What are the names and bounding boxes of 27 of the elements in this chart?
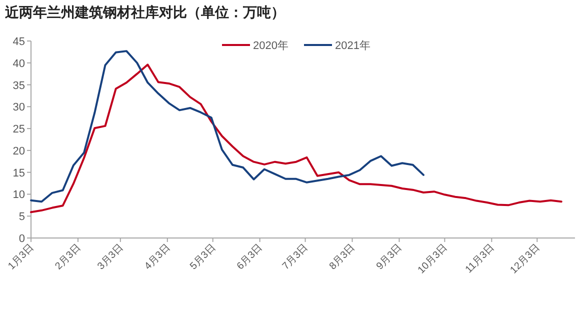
x-tick-label: 6月3日 <box>235 242 265 272</box>
y-tick-label: 0 <box>18 233 25 245</box>
x-tick-label: 1月3日 <box>6 242 36 272</box>
x-tick-label: 8月3日 <box>328 242 358 272</box>
y-tick-label: 25 <box>12 124 25 136</box>
x-tick-label: 12月3日 <box>508 242 542 276</box>
line-series <box>30 64 562 214</box>
x-tick-label: 11月3日 <box>464 242 497 276</box>
y-tick-label: 45 <box>12 36 25 48</box>
y-tick-label: 40 <box>12 58 25 70</box>
x-tick-label: 9月3日 <box>374 242 404 272</box>
y-tick-label: 10 <box>12 189 25 202</box>
x-tick-label: 4月3日 <box>142 242 172 272</box>
chart-title: 近两年兰州建筑钢材社库对比（单位：万吨） <box>4 4 285 21</box>
y-tick-label: 35 <box>12 80 25 92</box>
y-tick-label: 5 <box>18 211 25 224</box>
legend-label: 2020年 <box>253 40 288 52</box>
x-tick-label: 5月3日 <box>188 242 218 272</box>
x-tick-label: 3月3日 <box>96 242 126 272</box>
y-tick-label: 15 <box>12 167 25 180</box>
x-tick-label: 2月3日 <box>53 242 84 272</box>
x-tick-label: 7月3日 <box>280 242 310 272</box>
legend-label: 2021年 <box>335 40 370 52</box>
line-series <box>30 50 424 203</box>
y-tick-label: 30 <box>12 102 25 114</box>
y-tick-label: 20 <box>12 145 25 158</box>
x-tick-label: 10月3日 <box>416 242 450 276</box>
